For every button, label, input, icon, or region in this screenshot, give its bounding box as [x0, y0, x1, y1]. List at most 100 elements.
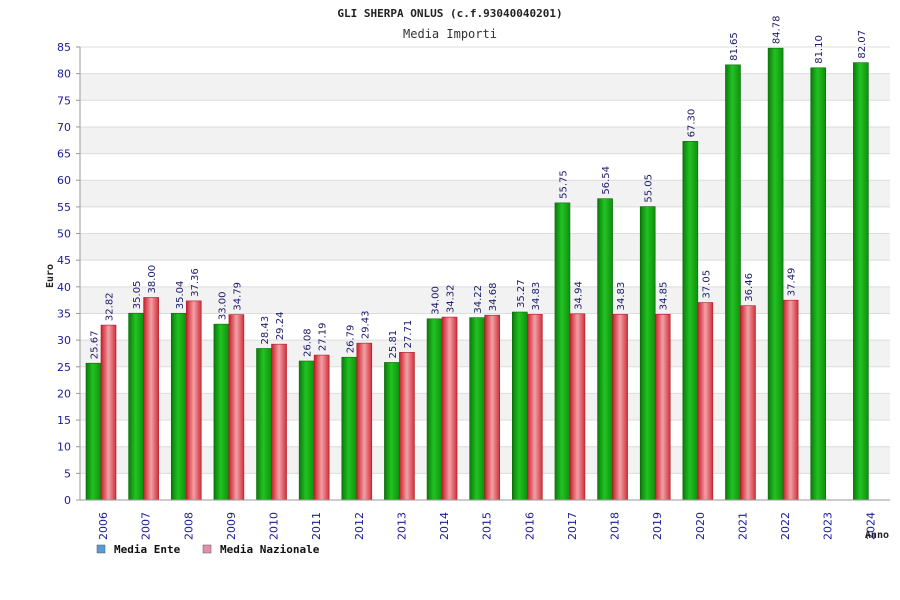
- x-tick-label-2024: 2024: [864, 512, 877, 540]
- legend-swatch-media-nazionale: [202, 544, 212, 554]
- x-tick-label-2016: 2016: [523, 512, 536, 540]
- bar-media-nazionale-2019: [654, 313, 671, 501]
- bar-media-ente-2020: [682, 141, 699, 501]
- x-tick-label-2009: 2009: [225, 512, 238, 540]
- bar-media-nazionale-2021: [740, 305, 756, 501]
- y-tick-label: 55: [57, 201, 71, 214]
- legend-label-media-ente: Media Ente: [114, 543, 181, 556]
- data-label-media-ente-2020: 67.30: [686, 109, 697, 138]
- data-label-media-nazionale-2022: 37.49: [787, 268, 798, 297]
- legend: Media Ente Media Nazionale: [96, 543, 320, 556]
- data-label-media-ente-2007: 35.05: [132, 281, 143, 310]
- x-tick-label-2013: 2013: [395, 512, 408, 540]
- data-label-media-nazionale-2016: 34.83: [531, 282, 542, 311]
- bar-media-nazionale-2010: [271, 343, 287, 501]
- bar-media-nazionale-2006: [100, 324, 117, 501]
- x-tick-label-2008: 2008: [182, 512, 195, 540]
- grid-band: [80, 180, 890, 207]
- data-label-media-ente-2008: 35.04: [175, 281, 186, 310]
- data-label-media-ente-2017: 55.75: [558, 170, 569, 199]
- bar-media-ente-2008: [170, 312, 187, 501]
- data-label-media-ente-2018: 56.54: [601, 166, 612, 195]
- x-axis-ticks: 2006 2007 2008 2009 2010 2011 2012 2013 2014 2015…: [97, 512, 877, 540]
- x-tick-label-2007: 2007: [140, 512, 153, 540]
- data-label-media-nazionale-2014: 34.32: [446, 284, 457, 313]
- bar-media-ente-2018: [597, 198, 613, 501]
- x-tick-label-2018: 2018: [609, 512, 622, 540]
- bar-media-ente-2022: [767, 47, 784, 501]
- data-label-media-nazionale-2007: 38.00: [147, 265, 158, 294]
- data-label-media-ente-2010: 28.43: [260, 316, 271, 345]
- x-tick-label-2014: 2014: [438, 512, 451, 540]
- bar-media-ente-2010: [256, 348, 272, 501]
- data-label-media-ente-2013: 25.81: [388, 330, 399, 359]
- grid-band: [80, 126, 890, 154]
- data-label-media-nazionale-2019: 34.85: [659, 282, 670, 311]
- data-label-media-ente-2006: 25.67: [90, 331, 101, 360]
- legend-swatch-media-ente: [96, 544, 106, 554]
- x-tick-label-2023: 2023: [822, 512, 835, 540]
- bar-media-ente-2015: [469, 317, 485, 501]
- bar-media-nazionale-2011: [313, 354, 330, 501]
- grid-band: [80, 233, 890, 261]
- bar-media-nazionale-2020: [697, 302, 714, 501]
- data-label-media-ente-2021: 81.65: [729, 32, 740, 61]
- bar-media-ente-2009: [213, 323, 230, 501]
- bar-media-ente-2007: [128, 312, 144, 501]
- bar-media-ente-2014: [426, 318, 443, 501]
- bar-media-ente-2016: [512, 311, 528, 501]
- x-tick-label-2006: 2006: [97, 512, 110, 540]
- y-tick-label: 40: [57, 281, 71, 294]
- bar-media-ente-2021: [725, 64, 741, 501]
- bar-media-nazionale-2018: [612, 314, 628, 501]
- y-tick-label: 5: [64, 467, 71, 480]
- y-tick-label: 20: [57, 387, 71, 400]
- data-label-media-nazionale-2011: 27.19: [318, 322, 329, 351]
- data-label-media-ente-2019: 55.05: [644, 174, 655, 203]
- data-label-media-ente-2012: 26.79: [345, 325, 356, 354]
- bar-media-nazionale-2016: [527, 314, 543, 501]
- y-tick-label: 80: [57, 68, 71, 81]
- data-labels: 25.67 32.82 35.05 38.00 35.04 37.36 33.00 34.79…: [90, 16, 868, 360]
- x-tick-label-2022: 2022: [779, 512, 792, 540]
- x-tick-label-2015: 2015: [481, 512, 494, 540]
- data-label-media-nazionale-2009: 34.79: [232, 282, 243, 311]
- x-tick-label-2010: 2010: [268, 512, 281, 540]
- y-axis-ticks: 0 5 10 15 20 25 30 35 40 45 50 55 60 65 70 75 80 85: [57, 41, 80, 507]
- data-label-media-ente-2011: 26.08: [303, 328, 314, 357]
- bar-media-nazionale-2013: [399, 352, 415, 501]
- data-label-media-nazionale-2010: 29.24: [275, 312, 286, 341]
- y-tick-label: 15: [57, 414, 71, 427]
- bar-media-nazionale-2012: [356, 342, 373, 501]
- data-label-media-nazionale-2020: 37.05: [701, 270, 712, 299]
- data-label-media-ente-2014: 34.00: [431, 286, 442, 315]
- x-tick-label-2012: 2012: [353, 512, 366, 540]
- bar-media-ente-2012: [341, 356, 358, 501]
- y-tick-label: 50: [57, 228, 71, 241]
- chart-title: GLI SHERPA ONLUS (c.f.93040040201): [337, 7, 562, 20]
- data-label-media-ente-2015: 34.22: [473, 285, 484, 314]
- y-tick-label: 0: [64, 494, 71, 507]
- x-tick-label-2019: 2019: [651, 512, 664, 540]
- data-label-media-ente-2016: 35.27: [516, 279, 527, 308]
- y-tick-label: 30: [57, 334, 71, 347]
- y-tick-label: 10: [57, 441, 71, 454]
- data-label-media-ente-2023: 81.10: [814, 35, 825, 64]
- data-label-media-nazionale-2021: 36.46: [744, 273, 755, 302]
- data-label-media-nazionale-2013: 27.71: [403, 320, 414, 349]
- bar-media-nazionale-2009: [228, 314, 245, 501]
- x-tick-label-2011: 2011: [310, 512, 323, 540]
- y-tick-label: 70: [57, 121, 71, 134]
- y-tick-label: 65: [57, 148, 71, 161]
- x-tick-label-2017: 2017: [566, 512, 579, 540]
- chart-subtitle: Media Importi: [403, 27, 497, 41]
- data-label-media-ente-2009: 33.00: [217, 291, 228, 320]
- data-label-media-nazionale-2018: 34.83: [616, 282, 627, 311]
- bar-media-ente-2006: [85, 362, 102, 501]
- y-tick-label: 75: [57, 94, 71, 107]
- y-tick-label: 60: [57, 174, 71, 187]
- bar-media-nazionale-2014: [441, 316, 458, 501]
- bar-media-nazionale-2008: [185, 300, 202, 501]
- y-tick-label: 85: [57, 41, 71, 54]
- bar-media-ente-2019: [639, 206, 656, 501]
